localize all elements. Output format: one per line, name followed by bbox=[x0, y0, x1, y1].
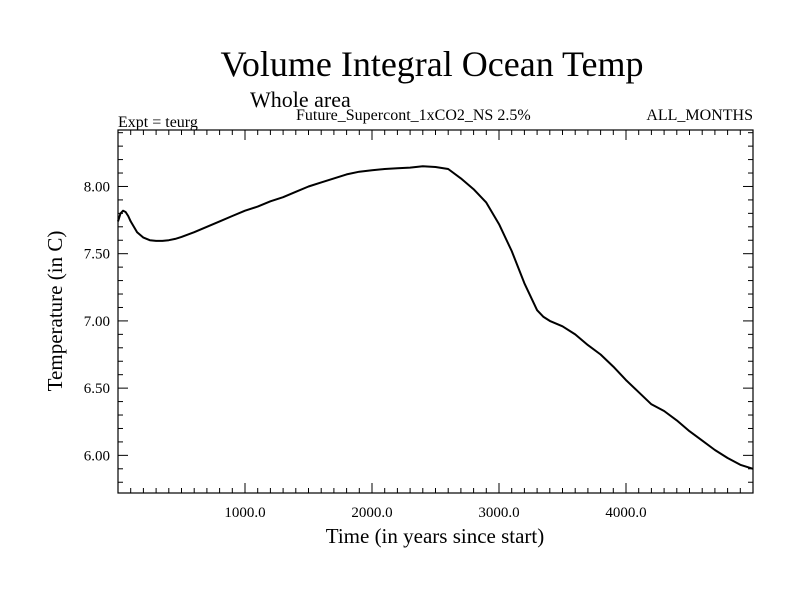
x-tick-label: 1000.0 bbox=[224, 505, 265, 521]
plot-frame bbox=[117, 129, 754, 494]
y-tick-label: 7.00 bbox=[84, 314, 110, 330]
experiment-label: Expt = teurg bbox=[118, 114, 198, 131]
y-axis-label: Temperature (in C) bbox=[43, 231, 67, 392]
x-axis-label: Time (in years since start) bbox=[326, 524, 545, 548]
x-tick-labels: 1000.0 2000.0 3000.0 4000.0 bbox=[224, 505, 646, 521]
y-tick-label: 6.00 bbox=[84, 448, 110, 464]
temperature-series-line bbox=[117, 165, 754, 470]
chart-title: Volume Integral Ocean Temp bbox=[220, 44, 643, 84]
y-tick-label: 8.00 bbox=[84, 179, 110, 195]
x-tick-label: 2000.0 bbox=[351, 505, 392, 521]
x-tick-label: 3000.0 bbox=[478, 505, 519, 521]
y-tick-label: 6.50 bbox=[84, 381, 110, 397]
months-label: ALL_MONTHS bbox=[646, 107, 753, 124]
y-tick-label: 7.50 bbox=[84, 247, 110, 263]
run-label: Future_Supercont_1xCO2_NS 2.5% bbox=[296, 107, 531, 124]
x-tick-label: 4000.0 bbox=[605, 505, 646, 521]
y-tick-labels: 6.00 6.50 7.00 7.50 8.00 bbox=[84, 179, 110, 464]
tick-marks bbox=[117, 130, 754, 493]
chart-subtitle: Whole area bbox=[250, 87, 351, 112]
